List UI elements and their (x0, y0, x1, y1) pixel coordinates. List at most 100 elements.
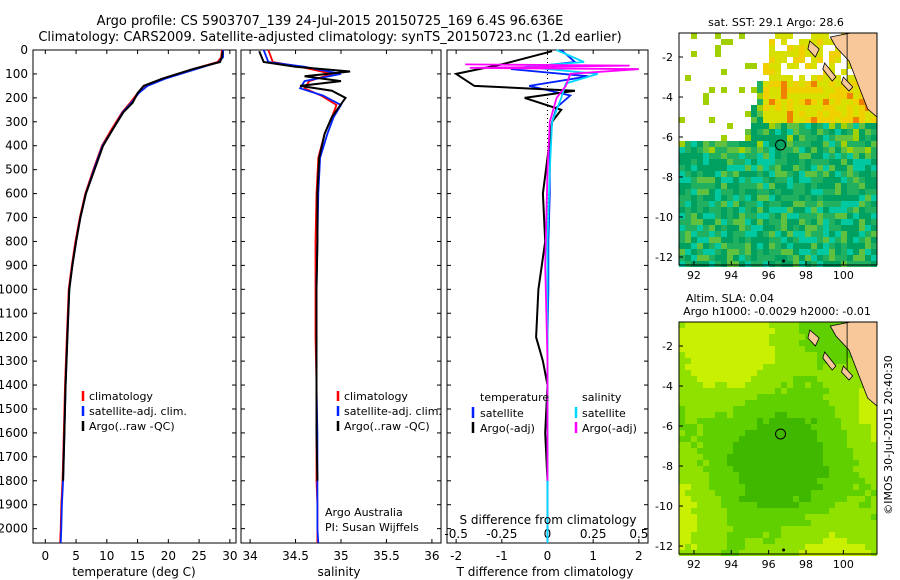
map-cell (823, 538, 829, 544)
map-cell (793, 400, 799, 406)
map-cell (793, 406, 799, 412)
x-tick-label: 20 (161, 549, 176, 563)
map-cell (823, 388, 829, 394)
map-cell (697, 340, 703, 346)
map-cell (745, 448, 751, 454)
map-cell (817, 388, 823, 394)
map-cell (751, 514, 757, 520)
map-cell (817, 219, 823, 225)
map-cell (685, 147, 691, 153)
map-cell (763, 514, 769, 520)
map-cell (799, 538, 805, 544)
map-cell (745, 165, 751, 171)
map-cell (739, 436, 745, 442)
map-cell (679, 340, 685, 346)
map-cell (859, 454, 865, 460)
map-cell (691, 177, 697, 183)
map-cell (727, 430, 733, 436)
map-cell (727, 340, 733, 346)
map-cell (721, 39, 727, 45)
map-cell (811, 165, 817, 171)
sst-map: 92 94 96 98 100-2-4-6-8-10-12 (655, 32, 878, 282)
map-cell (757, 195, 763, 201)
map-cell (721, 394, 727, 400)
map-cell (769, 550, 775, 556)
map-cell (751, 237, 757, 243)
map-cell (859, 111, 865, 117)
map-cell (781, 454, 787, 460)
map-cell (709, 243, 715, 249)
map-cell (769, 183, 775, 189)
map-cell (841, 448, 847, 454)
map-cell (769, 370, 775, 376)
map-cell (751, 105, 757, 111)
map-cell (733, 183, 739, 189)
map-cell (781, 508, 787, 514)
map-cell (751, 255, 757, 261)
map-cell (853, 382, 859, 388)
map-cell (799, 171, 805, 177)
map-cell (685, 550, 691, 556)
map-cell (841, 436, 847, 442)
map-cell (787, 520, 793, 526)
map-cell (703, 346, 709, 352)
map-cell (691, 346, 697, 352)
map-cell (871, 219, 877, 225)
map-cell (703, 526, 709, 532)
map-cell (859, 424, 865, 430)
map-cell (811, 478, 817, 484)
map-cell (745, 141, 751, 147)
map-cell (835, 105, 841, 111)
map-cell (787, 249, 793, 255)
map-cell (841, 123, 847, 129)
map-cell (739, 514, 745, 520)
x-tick-label: 10 (99, 549, 114, 563)
map-cell (745, 376, 751, 382)
map-cell (859, 255, 865, 261)
map-cell (841, 424, 847, 430)
map-cell (751, 153, 757, 159)
map-cell (805, 322, 811, 328)
map-y-tick-label: -6 (662, 420, 673, 433)
map-cell (805, 448, 811, 454)
map-cell (775, 195, 781, 201)
map-cell (703, 508, 709, 514)
map-cell (823, 490, 829, 496)
map-cell (727, 376, 733, 382)
map-cell (703, 93, 709, 99)
map-cell (805, 466, 811, 472)
map-cell (709, 532, 715, 538)
map-cell (835, 51, 841, 57)
map-cell (679, 328, 685, 334)
map-cell (715, 225, 721, 231)
map-cell (733, 472, 739, 478)
map-cell (853, 177, 859, 183)
map-cell (691, 502, 697, 508)
map-cell (763, 526, 769, 532)
map-cell (727, 472, 733, 478)
pressure-tick-label: 200 (5, 91, 28, 105)
map-cell (751, 544, 757, 550)
map-cell (775, 189, 781, 195)
map-cell (805, 243, 811, 249)
map-cell (829, 400, 835, 406)
map-cell (721, 364, 727, 370)
x-top-tick-label: -0.5 (444, 527, 467, 541)
map-x-tick-label: 100 (833, 558, 854, 571)
map-cell (703, 99, 709, 105)
map-cell (841, 213, 847, 219)
map-cell (733, 412, 739, 418)
map-cell (679, 370, 685, 376)
map-cell (811, 177, 817, 183)
map-cell (769, 466, 775, 472)
map-cell (775, 388, 781, 394)
map-cell (835, 346, 841, 352)
map-cell (763, 255, 769, 261)
map-cell (859, 201, 865, 207)
legend-label: climatology (344, 390, 408, 403)
map-cell (679, 388, 685, 394)
map-cell (865, 436, 871, 442)
map-cell (871, 231, 877, 237)
map-cell (787, 129, 793, 135)
map-cell (781, 520, 787, 526)
